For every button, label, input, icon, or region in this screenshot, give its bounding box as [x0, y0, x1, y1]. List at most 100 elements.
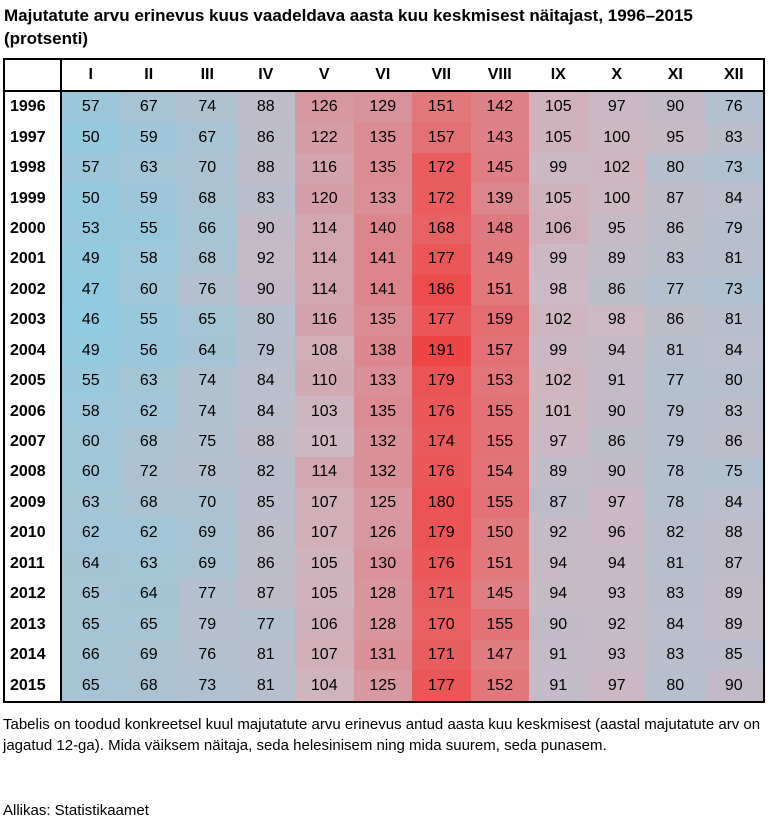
heatmap-cell: 151 [470, 548, 529, 580]
table-row: 2004 49 56 64 79 108 138 191 157 99 94 81 84 [5, 335, 763, 366]
heatmap-cell: 135 [353, 305, 412, 336]
table-row: 2010 62 62 69 86 107 126 179 150 92 96 82 88 [5, 518, 763, 549]
heatmap-cell: 79 [236, 335, 295, 366]
row-header: 2011 [5, 548, 62, 580]
table-row: 2009 63 68 70 85 107 125 180 155 87 97 78 84 [5, 487, 763, 519]
heatmap-cell: 122 [295, 122, 354, 153]
heatmap-cell: 96 [587, 518, 646, 549]
heatmap-table: I II III IV V VI VII VIII IX X XI XII 1996 57 67 74 88 1… [5, 60, 763, 701]
heatmap-cell: 93 [587, 579, 646, 610]
heatmap-cell: 74 [178, 396, 237, 427]
heatmap-cell: 60 [61, 457, 120, 488]
heatmap-cell: 95 [646, 122, 705, 153]
heatmap-cell: 57 [61, 152, 120, 184]
corner-cell [5, 60, 62, 92]
heatmap-cell: 105 [529, 122, 588, 153]
heatmap-cell: 59 [119, 183, 178, 214]
table-row: 1998 57 63 70 88 116 135 172 145 99 102 80 73 [5, 152, 763, 184]
heatmap-cell: 86 [704, 426, 763, 458]
heatmap-cell: 92 [587, 609, 646, 640]
heatmap-cell: 157 [470, 335, 529, 366]
heatmap-cell: 168 [412, 213, 471, 245]
row-header: 1997 [5, 122, 62, 153]
heatmap-cell: 101 [295, 426, 354, 458]
heatmap-cell: 55 [119, 213, 178, 245]
heatmap-cell: 84 [236, 365, 295, 397]
heatmap-cell: 65 [119, 609, 178, 640]
heatmap-cell: 110 [295, 365, 354, 397]
heatmap-cell: 191 [412, 335, 471, 366]
heatmap-cell: 60 [61, 426, 120, 458]
heatmap-cell: 150 [470, 518, 529, 549]
heatmap-cell: 64 [178, 335, 237, 366]
heatmap-cell: 107 [295, 487, 354, 519]
heatmap-cell: 88 [236, 152, 295, 184]
heatmap-cell: 81 [236, 639, 295, 671]
heatmap-cell: 81 [704, 244, 763, 275]
heatmap-cell: 106 [529, 213, 588, 245]
row-header: 2001 [5, 244, 62, 275]
heatmap-cell: 89 [587, 244, 646, 275]
heatmap-cell: 87 [646, 183, 705, 214]
heatmap-cell: 177 [412, 305, 471, 336]
heatmap-cell: 53 [61, 213, 120, 245]
heatmap-cell: 84 [704, 183, 763, 214]
heatmap-cell: 75 [704, 457, 763, 488]
heatmap-cell: 85 [236, 487, 295, 519]
heatmap-cell: 67 [119, 91, 178, 123]
heatmap-cell: 100 [587, 122, 646, 153]
heatmap-cell: 79 [704, 213, 763, 245]
table-row: 1996 57 67 74 88 126 129 151 142 105 97 90 76 [5, 91, 763, 123]
heatmap-cell: 97 [587, 487, 646, 519]
heatmap-cell: 87 [529, 487, 588, 519]
heatmap-cell: 79 [646, 396, 705, 427]
heatmap-cell: 64 [61, 548, 120, 580]
heatmap-cell: 145 [470, 152, 529, 184]
heatmap-cell: 59 [119, 122, 178, 153]
heatmap-cell: 77 [646, 274, 705, 306]
table-row: 2014 66 69 76 81 107 131 171 147 91 93 83 85 [5, 639, 763, 671]
heatmap-cell: 149 [470, 244, 529, 275]
heatmap-cell: 65 [178, 305, 237, 336]
heatmap-cell: 99 [529, 244, 588, 275]
heatmap-cell: 105 [529, 183, 588, 214]
table-body: 1996 57 67 74 88 126 129 151 142 105 97 90 76 1997 50 5… [5, 91, 763, 701]
heatmap-cell: 89 [704, 609, 763, 640]
heatmap-cell: 50 [61, 122, 120, 153]
heatmap-cell: 159 [470, 305, 529, 336]
row-header: 2008 [5, 457, 62, 488]
heatmap-cell: 141 [353, 244, 412, 275]
heatmap-cell: 66 [178, 213, 237, 245]
row-header: 2010 [5, 518, 62, 549]
column-header: X [587, 60, 646, 92]
heatmap-cell: 83 [646, 579, 705, 610]
heatmap-cell: 83 [236, 183, 295, 214]
heatmap-cell: 135 [353, 396, 412, 427]
heatmap-cell: 78 [646, 457, 705, 488]
heatmap-cell: 105 [295, 579, 354, 610]
heatmap-cell: 153 [470, 365, 529, 397]
heatmap-cell: 151 [470, 274, 529, 306]
heatmap-cell: 94 [529, 548, 588, 580]
heatmap-cell: 86 [646, 213, 705, 245]
row-header: 2012 [5, 579, 62, 610]
heatmap-cell: 104 [295, 670, 354, 701]
column-header: IX [529, 60, 588, 92]
heatmap-cell: 82 [236, 457, 295, 488]
table-row: 2002 47 60 76 90 114 141 186 151 98 86 77 73 [5, 274, 763, 306]
heatmap-cell: 105 [529, 91, 588, 123]
heatmap-cell: 69 [178, 548, 237, 580]
heatmap-cell: 107 [295, 518, 354, 549]
heatmap-cell: 60 [119, 274, 178, 306]
heatmap-cell: 102 [587, 152, 646, 184]
heatmap-cell: 83 [704, 122, 763, 153]
heatmap-cell: 102 [529, 305, 588, 336]
heatmap-cell: 85 [704, 639, 763, 671]
heatmap-cell: 126 [295, 91, 354, 123]
heatmap-cell: 77 [646, 365, 705, 397]
column-header: XI [646, 60, 705, 92]
column-header: XII [704, 60, 763, 92]
heatmap-cell: 114 [295, 244, 354, 275]
heatmap-cell: 176 [412, 457, 471, 488]
heatmap-cell: 83 [646, 244, 705, 275]
